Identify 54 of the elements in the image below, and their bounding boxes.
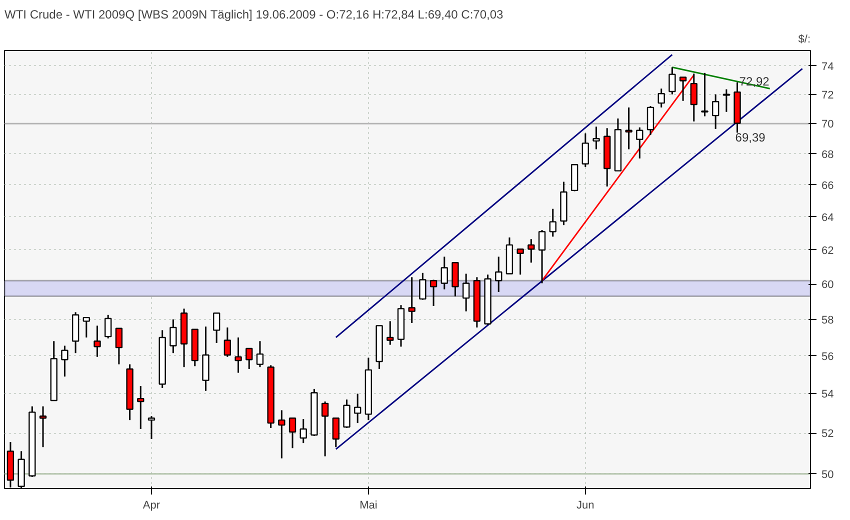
candlestick (332, 417, 340, 448)
x-tick-label: Jun (576, 500, 594, 512)
y-tick-label: 60 (822, 279, 834, 292)
annotation: 72,92 (739, 74, 770, 89)
candlestick (212, 312, 220, 344)
candlestick (104, 314, 112, 340)
y-axis-title: $/: (798, 34, 811, 46)
candlestick (386, 320, 394, 346)
candlestick (39, 406, 47, 448)
y-tick-label: 66 (822, 180, 834, 192)
candlestick (712, 94, 720, 130)
candlestick (354, 392, 362, 424)
candlestick (278, 410, 286, 460)
candlestick (701, 72, 708, 118)
candlestick (592, 126, 600, 150)
x-tick-label: Apr (142, 500, 160, 512)
y-tick-label: 56 (822, 350, 834, 363)
candlestick (170, 318, 177, 354)
y-tick-label: 50 (822, 468, 834, 481)
candlestick (636, 126, 644, 160)
candlestick (658, 88, 665, 108)
candlestick (94, 324, 101, 358)
candlestick (82, 316, 90, 338)
y-tick-label: 52 (822, 428, 834, 440)
candlestick (148, 415, 156, 440)
y-tick-label: 58 (822, 314, 834, 326)
y-tick-label: 64 (822, 212, 834, 224)
candlestick (668, 66, 676, 96)
y-tick-label: 74 (822, 60, 834, 73)
annotation: 69,39 (735, 130, 766, 145)
candlestick (224, 326, 232, 358)
candlestick (137, 385, 144, 430)
candlestick (516, 248, 524, 276)
y-tick-label: 70 (822, 118, 834, 131)
candlestick (256, 340, 264, 368)
candlestick (549, 208, 556, 238)
y-tick-label: 68 (822, 148, 834, 161)
candlestick (646, 105, 654, 136)
x-tick-label: Mai (360, 500, 378, 512)
candlestick (234, 336, 242, 374)
candlestick (321, 400, 329, 458)
candlestick (528, 238, 535, 264)
candlestick (61, 344, 68, 378)
candlestick (288, 417, 296, 449)
y-tick-label: 54 (822, 388, 834, 401)
candlestick (582, 132, 589, 168)
candlestick (115, 328, 123, 366)
chart-title: WTI Crude - WTI 2009Q [WBS 2009N Täglich] 19.06.2009 - O:72,16 H:72,84 L:69,40 C:70,03 (4, 8, 504, 22)
candlestick (625, 106, 632, 150)
y-tick-label: 72 (822, 89, 834, 102)
candlestick (246, 348, 253, 370)
candlestick (343, 398, 350, 429)
y-tick-label: 62 (822, 244, 834, 257)
candlestick (300, 418, 307, 444)
